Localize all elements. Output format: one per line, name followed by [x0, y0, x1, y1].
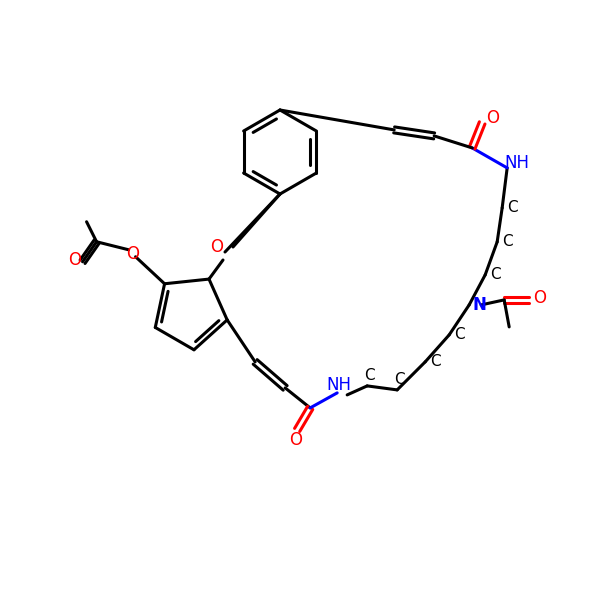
Text: C: C [507, 200, 517, 215]
Text: O: O [126, 245, 139, 263]
Text: C: C [490, 268, 500, 283]
Text: O: O [211, 238, 223, 256]
Text: N: N [472, 296, 486, 314]
Text: O: O [485, 109, 499, 127]
Text: C: C [502, 235, 512, 250]
Text: O: O [68, 251, 81, 269]
Text: NH: NH [326, 376, 352, 394]
Text: C: C [364, 368, 374, 383]
Text: C: C [454, 328, 464, 343]
Text: O: O [289, 431, 302, 449]
Text: O: O [533, 289, 545, 307]
Text: C: C [430, 355, 440, 370]
Text: C: C [394, 373, 404, 388]
Text: NH: NH [505, 154, 530, 172]
